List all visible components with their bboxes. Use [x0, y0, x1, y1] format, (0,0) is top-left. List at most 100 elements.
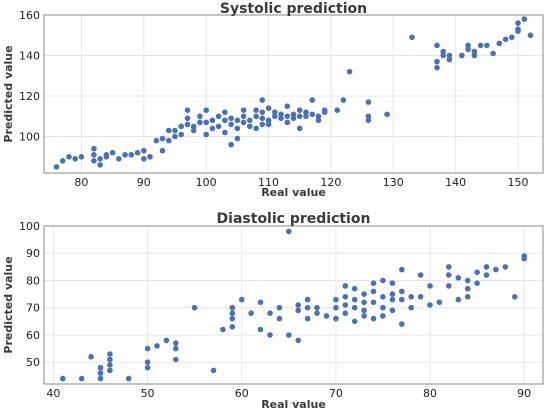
diastolic-data-point	[97, 375, 104, 382]
diastolic-data-point	[173, 356, 179, 363]
systolic-data-point	[434, 58, 440, 65]
systolic-data-point	[471, 52, 478, 59]
diastolic-data-point	[144, 359, 151, 366]
systolic-data-point	[97, 162, 103, 168]
diastolic-data-point	[370, 315, 377, 322]
systolic-data-point	[384, 111, 390, 118]
systolic-plot-frame	[43, 14, 544, 174]
diastolic-chart-title: Diastolic prediction	[217, 211, 371, 227]
diastolic-data-point	[314, 310, 320, 317]
systolic-panel: 80 90 100 110 120 130 140 150 100 120 140 160 Systol…	[2, 1, 544, 199]
systolic-data-point	[309, 111, 316, 118]
diastolic-data-point	[97, 370, 104, 376]
diastolic-data-point	[60, 375, 66, 382]
diastolic-y-tick-label: 70	[26, 302, 40, 315]
systolic-data-point	[97, 156, 103, 162]
systolic-data-point	[521, 16, 528, 22]
systolic-data-point	[259, 109, 266, 115]
diastolic-data-point	[351, 296, 358, 303]
systolic-data-point	[247, 117, 253, 124]
diastolic-data-point	[107, 362, 113, 368]
diastolic-data-point	[342, 302, 349, 308]
diastolic-data-point	[286, 228, 292, 235]
systolic-data-point	[209, 125, 216, 132]
diastolic-data-point	[191, 304, 198, 311]
systolic-data-point	[234, 125, 241, 132]
systolic-data-point	[296, 125, 303, 132]
diastolic-data-point	[455, 296, 462, 303]
diastolic-data-point	[238, 296, 245, 303]
diastolic-y-tick-label: 100	[19, 220, 40, 233]
systolic-data-point	[141, 147, 147, 154]
diastolic-data-point	[144, 345, 151, 352]
diastolic-plot-frame	[43, 225, 544, 385]
systolic-data-point	[440, 52, 447, 59]
systolic-data-point	[66, 154, 72, 160]
systolic-x-tick-label: 140	[445, 176, 466, 189]
diastolic-data-point	[370, 299, 377, 306]
systolic-data-point	[284, 103, 291, 109]
diastolic-data-point	[464, 294, 471, 300]
diastolic-data-point	[399, 266, 405, 273]
systolic-data-point	[247, 123, 253, 130]
systolic-y-tick-label: 120	[19, 90, 40, 103]
systolic-data-point	[259, 97, 266, 103]
diastolic-x-tick-label: 90	[517, 387, 531, 400]
systolic-x-tick-label: 80	[74, 176, 88, 189]
systolic-data-point	[284, 119, 291, 126]
systolic-data-point	[303, 109, 309, 115]
systolic-data-point	[471, 48, 478, 55]
systolic-data-point	[109, 149, 116, 156]
diastolic-data-point	[210, 367, 217, 374]
systolic-data-point	[484, 42, 490, 49]
systolic-data-point	[278, 111, 284, 118]
diastolic-data-point	[323, 313, 330, 319]
diastolic-data-point	[399, 321, 405, 327]
diastolic-data-point	[333, 296, 339, 303]
systolic-data-point	[228, 141, 234, 148]
diastolic-data-point	[163, 337, 170, 344]
systolic-data-point	[515, 20, 521, 26]
systolic-data-point	[228, 121, 234, 128]
systolic-data-point	[315, 117, 322, 124]
diastolic-data-point	[446, 283, 452, 289]
diastolic-data-point	[389, 291, 396, 297]
diastolic-x-axis-label: Real value	[261, 398, 326, 411]
diastolic-data-point	[361, 307, 367, 314]
diastolic-data-point	[154, 343, 160, 349]
diastolic-data-point	[464, 277, 471, 284]
diastolic-data-point	[229, 324, 236, 330]
systolic-data-point	[178, 131, 184, 138]
systolic-data-point	[265, 121, 272, 128]
diastolic-y-axis-label: Predicted value	[2, 256, 15, 353]
diastolic-data-point	[173, 345, 179, 352]
systolic-data-point	[490, 50, 496, 57]
systolic-x-tick-label: 130	[383, 176, 404, 189]
diastolic-data-point	[361, 299, 367, 306]
systolic-x-tick-label: 150	[508, 176, 529, 189]
systolic-data-point	[128, 152, 135, 158]
diastolic-data-point	[427, 283, 433, 289]
diastolic-data-point	[389, 296, 396, 303]
systolic-data-point	[240, 113, 247, 120]
systolic-data-point	[465, 46, 471, 53]
diastolic-x-tick-label: 40	[46, 387, 60, 400]
diastolic-data-point	[304, 296, 311, 303]
diastolic-data-point	[399, 288, 405, 295]
systolic-data-point	[440, 48, 447, 55]
systolic-data-point	[290, 115, 297, 122]
systolic-data-point	[197, 119, 203, 126]
systolic-data-point	[340, 97, 347, 103]
systolic-data-point	[434, 42, 440, 49]
diastolic-data-point	[417, 272, 424, 278]
systolic-data-point	[222, 117, 228, 124]
systolic-data-point	[91, 145, 97, 152]
diastolic-data-point	[229, 304, 236, 311]
systolic-data-point	[228, 115, 234, 122]
systolic-data-point	[240, 107, 247, 113]
diastolic-data-point	[125, 375, 132, 382]
diastolic-data-point	[380, 277, 386, 284]
diastolic-data-point	[78, 375, 85, 382]
systolic-data-point	[502, 36, 509, 43]
